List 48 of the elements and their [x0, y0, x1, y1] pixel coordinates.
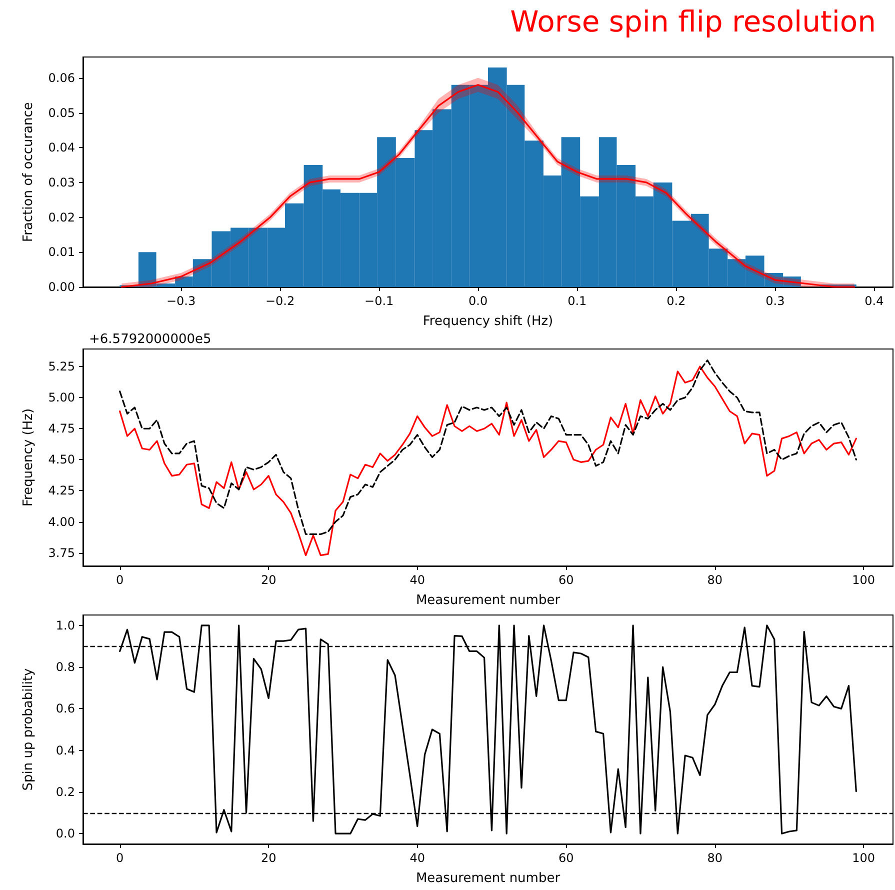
x-axis-title: Measurement number — [416, 871, 561, 886]
y-tick-label: 0.8 — [56, 660, 75, 674]
x-tick-label: 80 — [707, 573, 722, 587]
chart-title: Worse spin flip resolution — [510, 4, 876, 38]
x-axis-title: Frequency shift (Hz) — [422, 314, 554, 329]
y-tick-label: 3.75 — [48, 546, 75, 560]
x-tick-label: 0.2 — [666, 294, 686, 308]
y-tick-label: 0.6 — [56, 702, 75, 716]
x-tick-label: 100 — [852, 851, 876, 865]
y-axis-title: Fraction of occurance — [21, 102, 36, 242]
y-tick-label: 0.03 — [48, 175, 75, 190]
x-tick-label: 0.3 — [766, 294, 785, 308]
text: +6.5792000000e5 — [89, 332, 212, 347]
y-tick-label: 0.0 — [56, 826, 75, 841]
y-tick-label: 5.25 — [48, 360, 75, 374]
x-tick-label: 100 — [852, 573, 876, 587]
x-tick-label: 0 — [116, 573, 124, 587]
y-tick-label: 4.00 — [48, 514, 75, 529]
y-tick-label: 4.25 — [48, 484, 75, 498]
y-tick-label: 0.06 — [48, 70, 75, 85]
x-tick-label: 20 — [260, 573, 276, 587]
x-tick-label: 20 — [260, 851, 276, 865]
x-tick-label: 40 — [410, 573, 425, 587]
y-tick-label: 4.50 — [48, 452, 75, 467]
y-tick-label: 0.04 — [48, 140, 75, 155]
y-tick-label: 0.2 — [56, 784, 75, 799]
x-tick-label: −0.1 — [364, 294, 394, 308]
x-tick-label: 60 — [558, 573, 574, 587]
x-tick-label: 80 — [707, 851, 722, 865]
y-axis-title: Frequency (Hz) — [21, 408, 36, 507]
y-tick-label: 4.75 — [48, 422, 75, 436]
y-tick-label: 0.4 — [56, 743, 75, 758]
y-tick-label: 0.01 — [48, 245, 75, 260]
y-tick-label: 1.0 — [56, 618, 75, 632]
y-tick-label: 0.05 — [48, 106, 75, 120]
x-tick-label: −0.2 — [265, 294, 295, 308]
x-tick-label: 60 — [558, 851, 574, 865]
x-tick-label: 0.1 — [568, 294, 587, 308]
y-axis-title: Spin up probability — [21, 668, 36, 791]
y-tick-label: 0.02 — [48, 210, 75, 224]
x-tick-label: −0.3 — [166, 294, 196, 308]
x-tick-label: 40 — [410, 851, 425, 865]
x-tick-label: 0.0 — [468, 294, 488, 308]
y-tick-label: 5.00 — [48, 390, 75, 405]
y-tick-label: 0.00 — [48, 280, 75, 294]
x-tick-label: 0.4 — [864, 294, 884, 308]
x-tick-label: 0 — [116, 851, 124, 865]
x-axis-title: Measurement number — [416, 593, 561, 608]
